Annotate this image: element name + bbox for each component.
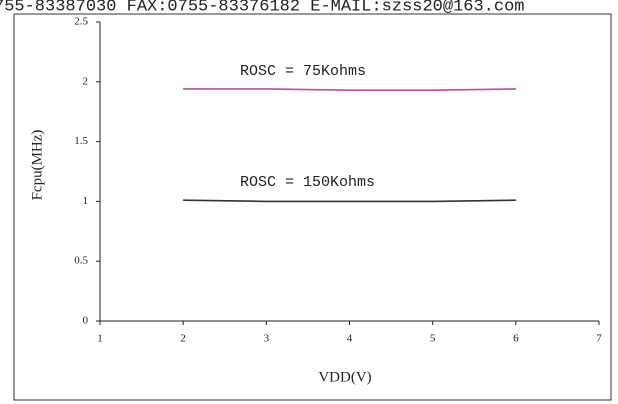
x-tick-label: 6	[513, 333, 519, 345]
x-axis-label: VDD(V)	[318, 369, 371, 385]
x-tick-label: 2	[180, 333, 186, 345]
y-tick-label: 2.5	[74, 16, 88, 28]
x-tick-label: 5	[430, 333, 436, 345]
header-bg	[0, 0, 618, 13]
y-tick-label: 1	[83, 195, 89, 207]
y-axis-label: Fcpu(MHz)	[29, 130, 45, 201]
y-tick-label: 2	[83, 75, 89, 87]
series-label: ROSC = 150Kohms	[240, 174, 375, 191]
series-line	[183, 88, 516, 91]
x-tick-label: 1	[97, 333, 103, 345]
series-label: ROSC = 75Kohms	[240, 63, 366, 80]
header-text: 755-83387030 FAX:0755-83376182 E-MAIL:sz…	[0, 0, 525, 16]
x-tick-label: 4	[347, 333, 353, 345]
frame	[13, 13, 612, 401]
y-tick-label: 0.5	[74, 255, 88, 267]
x-tick-label: 7	[596, 333, 602, 345]
y-tick-label: 0	[83, 315, 89, 327]
x-tick-label: 3	[264, 333, 270, 345]
series-line	[183, 199, 516, 203]
y-tick-label: 1.5	[74, 135, 88, 147]
